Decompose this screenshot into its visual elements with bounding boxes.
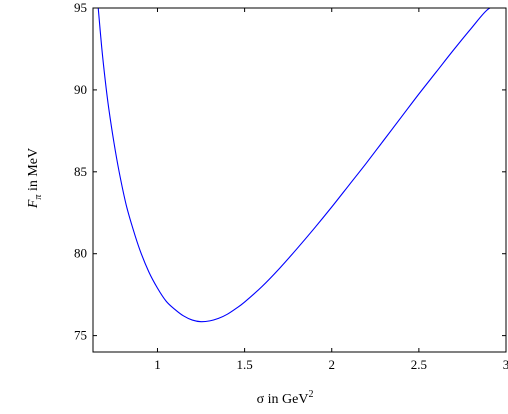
y-tick-label: 75: [74, 328, 87, 343]
y-axis-label-main: F: [26, 199, 41, 209]
x-tick-label: 3: [503, 357, 508, 372]
x-tick-label: 1: [154, 357, 161, 372]
x-axis-label-sup: 2: [308, 389, 313, 400]
y-axis-label: Fπ in MeV: [26, 148, 44, 209]
x-tick-label: 2: [328, 357, 335, 372]
x-axis-label: σ in GeV2: [257, 389, 314, 407]
plot-frame: [92, 7, 507, 353]
x-tick-label: 1.5: [236, 357, 252, 372]
x-axis-label-text: σ in GeV: [257, 392, 309, 407]
x-tick-label: 2.5: [411, 357, 427, 372]
y-tick-label: 85: [74, 164, 87, 179]
y-axis-label-rest: in MeV: [26, 148, 41, 195]
series-line-0: [97, 8, 501, 323]
y-tick-label: 95: [74, 0, 87, 15]
y-tick-label: 90: [74, 82, 87, 97]
y-axis-label-sub: π: [33, 194, 44, 200]
y-tick-label: 80: [74, 246, 87, 261]
